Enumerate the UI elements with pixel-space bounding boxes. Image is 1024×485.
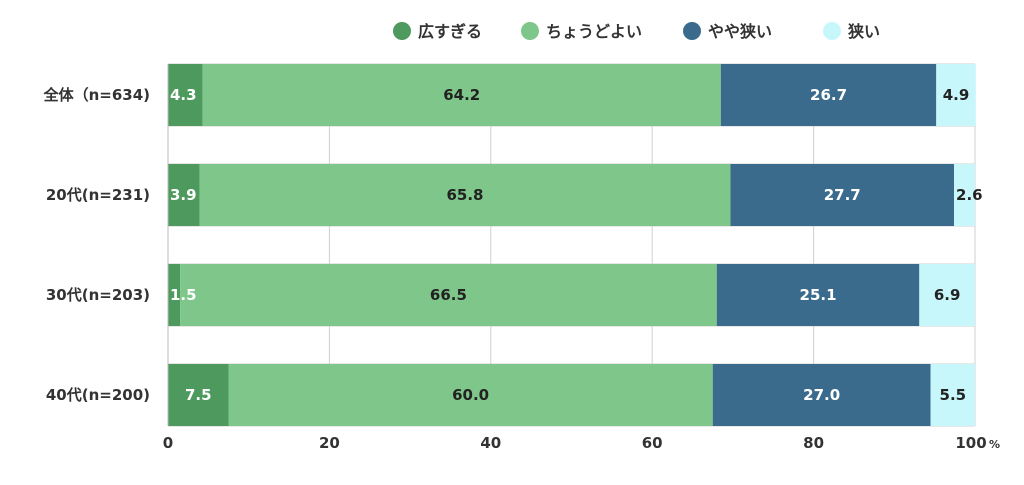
data-label: 27.0 (803, 386, 840, 404)
bar-segment (180, 264, 717, 326)
axes: 0 20 40 60 80 100 % 全体（n=634) 20代(n=231) 30代(n=20… (43, 64, 1000, 452)
bar-segment (712, 364, 931, 426)
x-tick-label: 20 (319, 434, 340, 452)
bar-segment (168, 64, 203, 126)
data-label: 4.9 (943, 86, 970, 104)
x-tick-label: 100 (955, 434, 986, 452)
x-tick-label: 80 (803, 434, 824, 452)
bar-segment (936, 64, 976, 126)
legend-swatch (683, 22, 701, 40)
bar-segment (168, 164, 200, 226)
legend: 広すぎる ちょうどよい やや狭い 狭い (393, 22, 880, 41)
data-label: 3.9 (170, 186, 197, 204)
category-label: 全体（n=634) (43, 86, 150, 104)
bar-segment (168, 364, 229, 426)
legend-entry: ちょうどよい (546, 22, 642, 41)
category-label: 40代(n=200) (46, 386, 150, 404)
bar-segment (730, 164, 955, 226)
bars (168, 64, 976, 426)
bar-segment (954, 164, 975, 226)
x-unit-label: % (989, 438, 1000, 451)
bar-segment (168, 264, 181, 326)
data-label: 2.6 (956, 186, 983, 204)
bar-segment (720, 64, 937, 126)
data-label: 66.5 (430, 286, 467, 304)
data-label: 25.1 (800, 286, 837, 304)
data-label: 64.2 (443, 86, 480, 104)
data-label: 5.5 (940, 386, 967, 404)
legend-entry: 狭い (847, 22, 880, 41)
data-label: 26.7 (810, 86, 847, 104)
x-tick-label: 60 (642, 434, 663, 452)
data-label: 65.8 (446, 186, 483, 204)
x-tick-label: 0 (163, 434, 173, 452)
category-label: 20代(n=231) (46, 186, 150, 204)
bar-segment (716, 264, 920, 326)
data-label: 4.3 (170, 86, 197, 104)
data-label: 6.9 (934, 286, 961, 304)
legend-swatch (521, 22, 539, 40)
bar-segment (228, 364, 713, 426)
data-label: 1.5 (170, 286, 197, 304)
bar-segment (199, 164, 731, 226)
legend-swatch (393, 22, 411, 40)
category-label: 30代(n=203) (46, 286, 150, 304)
data-labels: 4.3 64.2 26.7 4.9 3.9 65.8 27.7 2.6 1.5 66.5 25.1 6… (170, 86, 983, 404)
legend-entry: やや狭い (708, 22, 772, 41)
data-label: 27.7 (824, 186, 861, 204)
bar-segment (919, 264, 975, 326)
data-label: 7.5 (185, 386, 212, 404)
data-label: 60.0 (452, 386, 489, 404)
x-tick-label: 40 (480, 434, 501, 452)
bar-segment (202, 64, 721, 126)
legend-entry: 広すぎる (418, 22, 482, 41)
bar-segment (930, 364, 975, 426)
legend-swatch (823, 22, 841, 40)
